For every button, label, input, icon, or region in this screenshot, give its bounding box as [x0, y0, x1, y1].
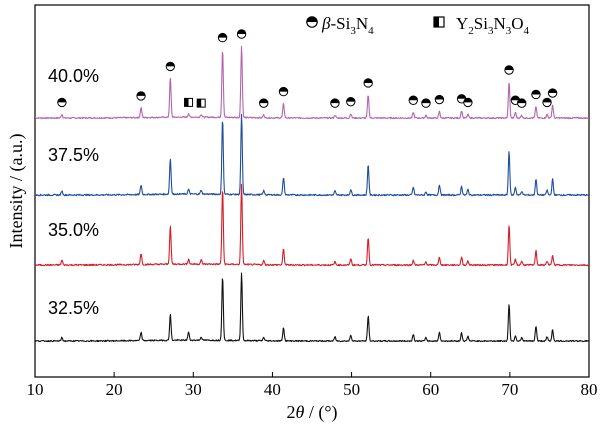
beta-si3n4-marker-icon — [434, 94, 445, 105]
x-tick-label-50: 50 — [343, 380, 360, 399]
beta-si3n4-marker-icon — [363, 78, 373, 88]
series-line-350 — [34, 183, 590, 267]
legend-item-y2si3n3o4: Y2Si3N3O4 — [433, 14, 530, 37]
beta-si3n4-marker-icon — [408, 95, 418, 105]
beta-si3n4-marker-icon — [421, 98, 431, 108]
beta-si3n4-marker-icon — [136, 91, 146, 101]
beta-si3n4-marker-icon — [236, 29, 247, 39]
y2si3n3o4-marker-icon — [184, 97, 194, 107]
beta-si3n4-marker-icon — [504, 65, 514, 75]
x-tick-label-80: 80 — [581, 380, 598, 399]
svg-text:Y2Si3N3O4: Y2Si3N3O4 — [456, 14, 530, 37]
y-axis-title: Intensity / (a.u.) — [6, 134, 27, 249]
x-tick-label-60: 60 — [422, 380, 439, 399]
series-label-37-5: 37.5% — [48, 145, 99, 165]
series-label-32-5: 32.5% — [48, 298, 99, 318]
beta-si3n4-marker-icon — [259, 98, 269, 108]
x-tick-label-20: 20 — [106, 380, 123, 399]
beta-si3n4-marker-icon — [542, 97, 552, 108]
y2si3n3o4-marker-icon — [196, 98, 206, 108]
beta-si3n4-marker-icon — [463, 97, 473, 108]
beta-si3n4-marker-icon — [278, 86, 289, 97]
beta-si3n4-marker-icon — [531, 89, 541, 100]
x-axis: 10 20 30 40 50 60 70 80 — [27, 372, 598, 399]
x-tick-label-30: 30 — [185, 380, 202, 399]
series-line-375 — [34, 113, 590, 197]
x-tick-label-10: 10 — [27, 380, 44, 399]
beta-si3n4-marker-icon — [346, 96, 356, 107]
series-line-325 — [34, 272, 590, 343]
half-filled-circle-icon — [306, 16, 318, 28]
beta-si3n4-marker-icon — [517, 98, 527, 108]
x-tick-label-70: 70 — [501, 380, 518, 399]
series-label-35-0: 35.0% — [48, 220, 99, 240]
svg-text:β-Si3N4: β-Si3N4 — [321, 14, 374, 37]
x-tick-label-40: 40 — [264, 380, 281, 399]
phase-marker-layer — [57, 29, 558, 108]
legend-item-beta-si3n4: β-Si3N4 — [306, 14, 374, 37]
series-label-40-0: 40.0% — [48, 66, 99, 86]
half-filled-square-icon — [433, 16, 445, 28]
series-line-400 — [34, 45, 590, 120]
x-axis-title: 2θ / (°) — [286, 402, 337, 423]
series-layer — [34, 45, 590, 343]
plot-frame — [34, 4, 590, 378]
beta-si3n4-marker-icon — [57, 97, 67, 108]
legend: β-Si3N4 Y2Si3N3O4 — [306, 14, 530, 37]
beta-si3n4-marker-icon — [330, 98, 340, 108]
beta-si3n4-marker-icon — [217, 32, 228, 43]
beta-si3n4-marker-icon — [547, 88, 558, 98]
beta-si3n4-marker-icon — [165, 61, 176, 72]
